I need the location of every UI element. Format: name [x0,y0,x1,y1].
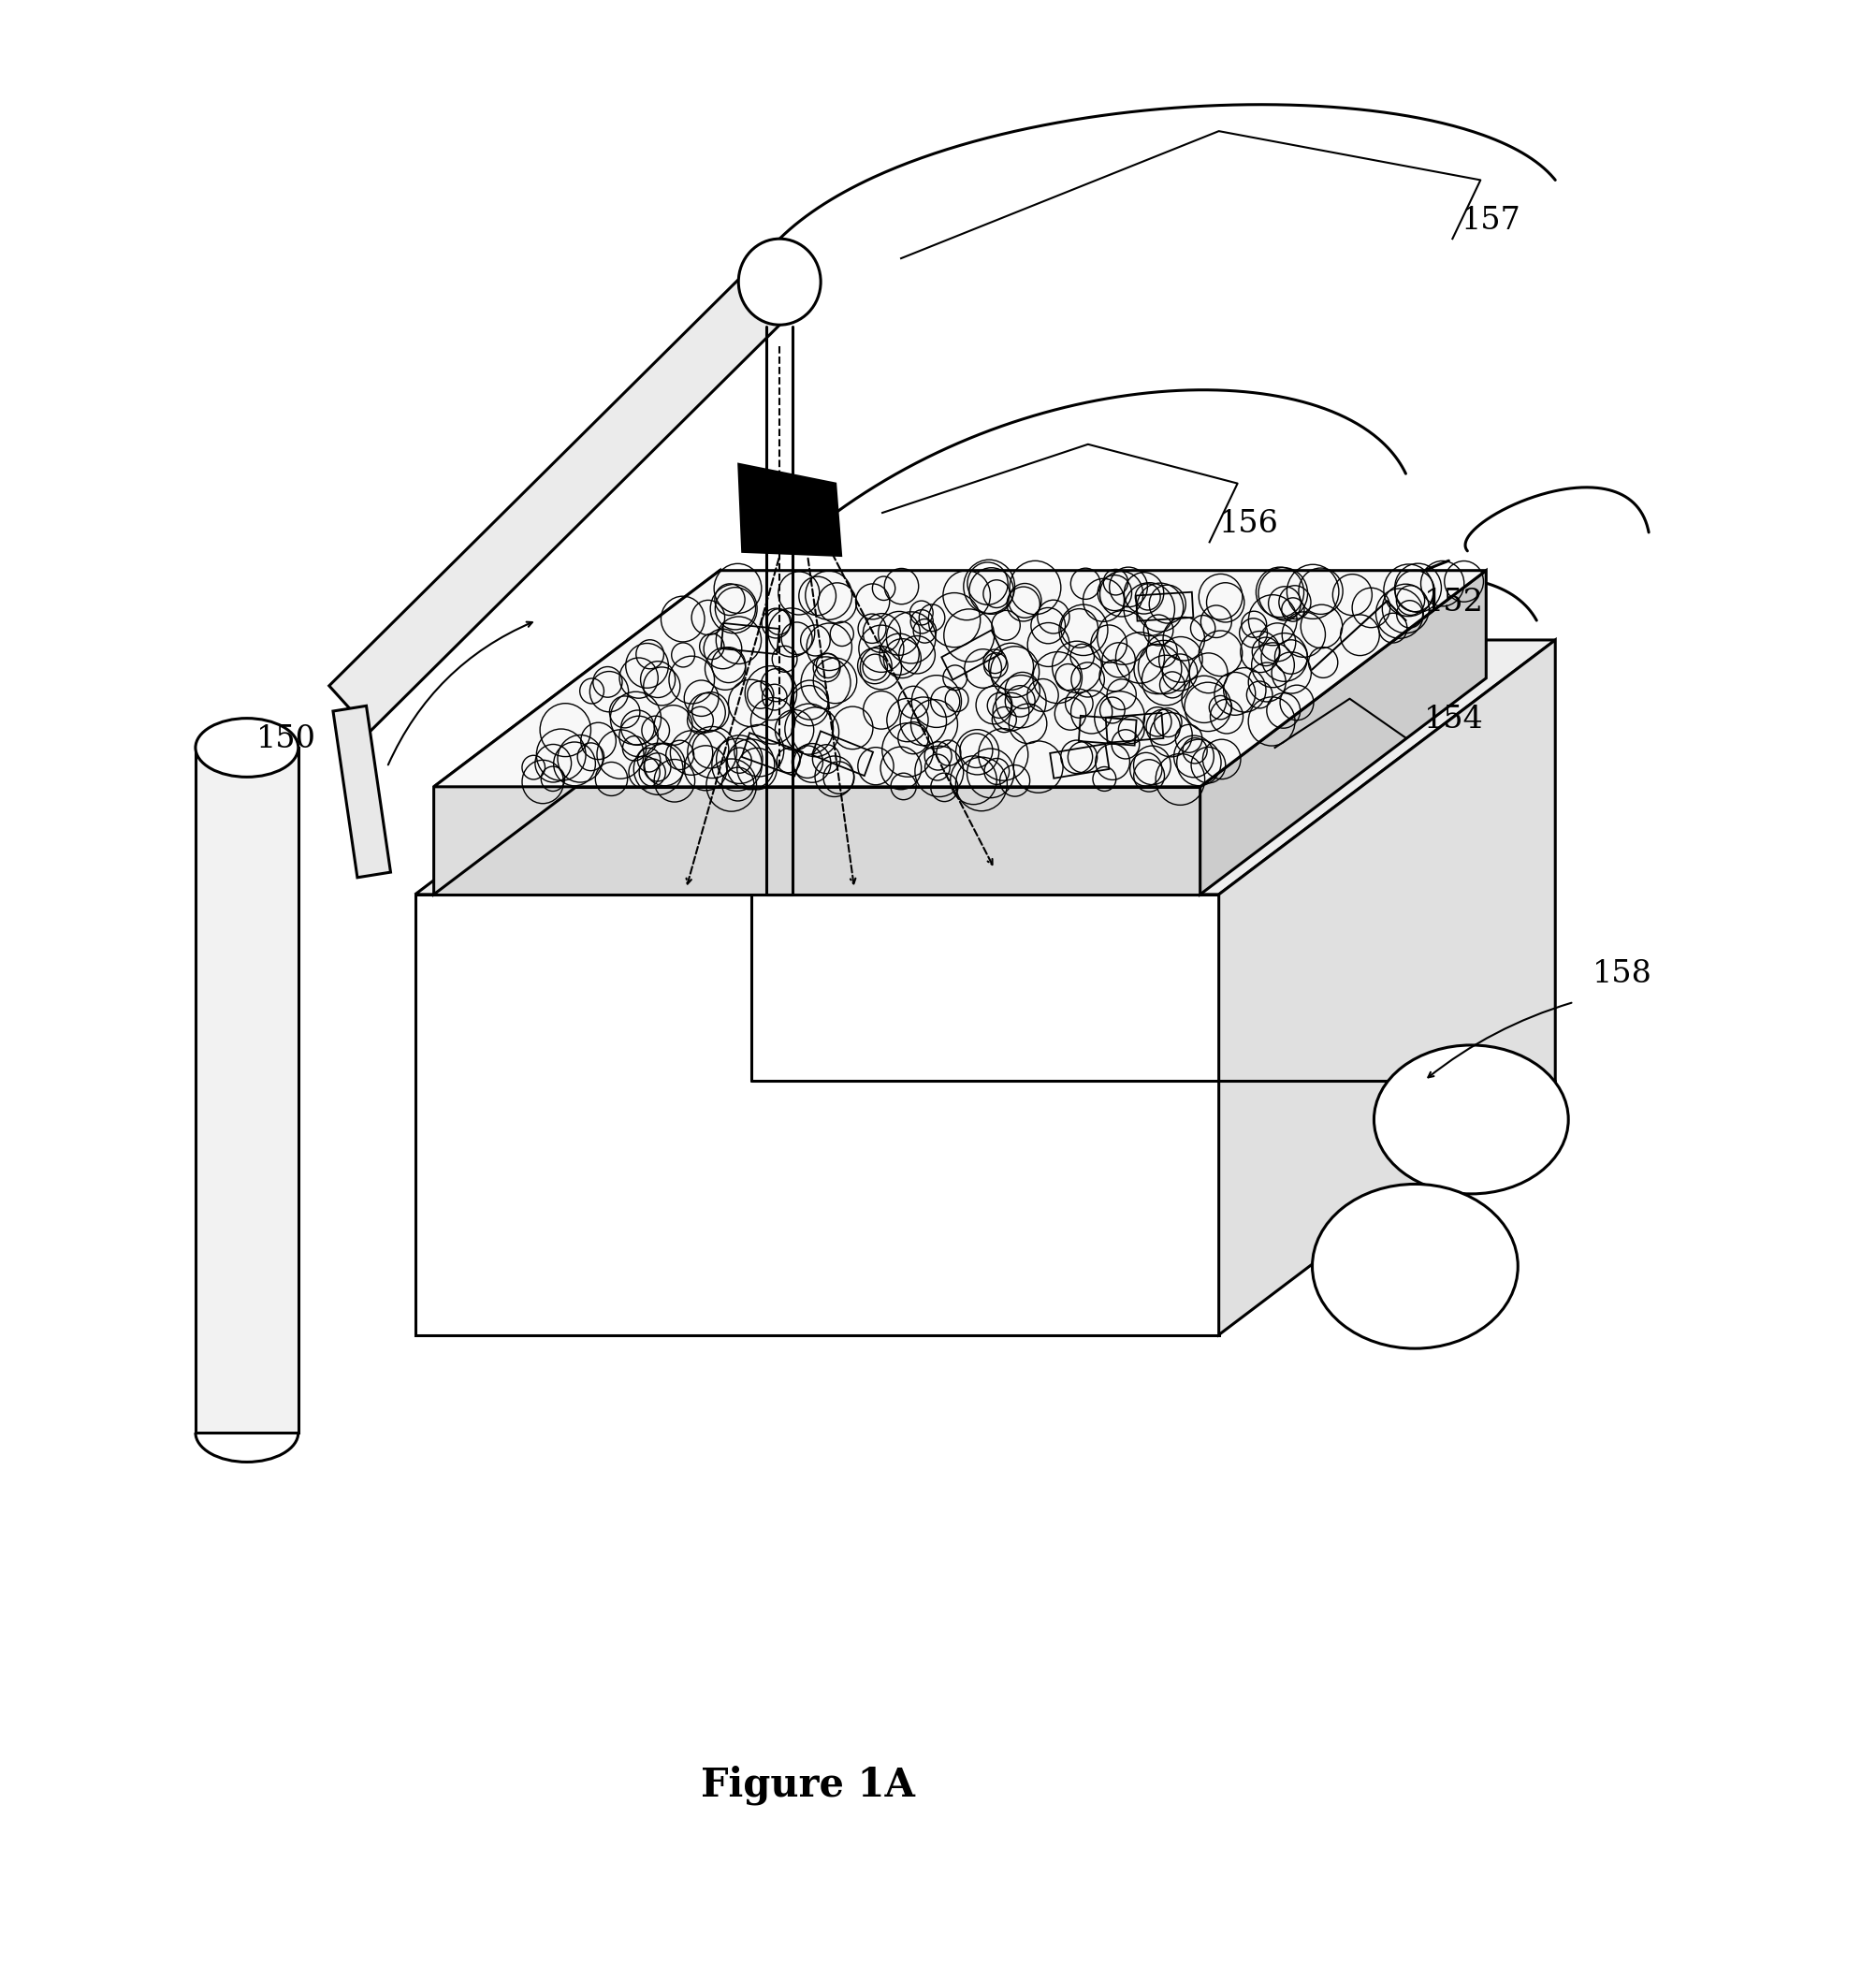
Polygon shape [328,259,799,731]
Text: Figure 1A: Figure 1A [700,1765,914,1804]
Ellipse shape [1311,1185,1518,1348]
Polygon shape [737,464,840,556]
Text: 152: 152 [1424,588,1484,617]
Text: 156: 156 [1218,509,1278,538]
Polygon shape [433,570,719,894]
Polygon shape [1218,641,1555,1334]
Polygon shape [415,894,1218,1334]
Ellipse shape [1373,1045,1568,1195]
Text: 150: 150 [257,725,315,755]
Polygon shape [415,641,1555,894]
Ellipse shape [195,719,298,776]
Polygon shape [195,747,298,1432]
Circle shape [737,240,820,324]
Polygon shape [1199,570,1486,894]
Text: 154: 154 [1424,705,1484,735]
Polygon shape [433,786,1199,894]
Polygon shape [332,705,390,878]
Text: 158: 158 [1593,959,1651,988]
Text: 157: 157 [1461,206,1521,236]
Polygon shape [433,570,1486,786]
